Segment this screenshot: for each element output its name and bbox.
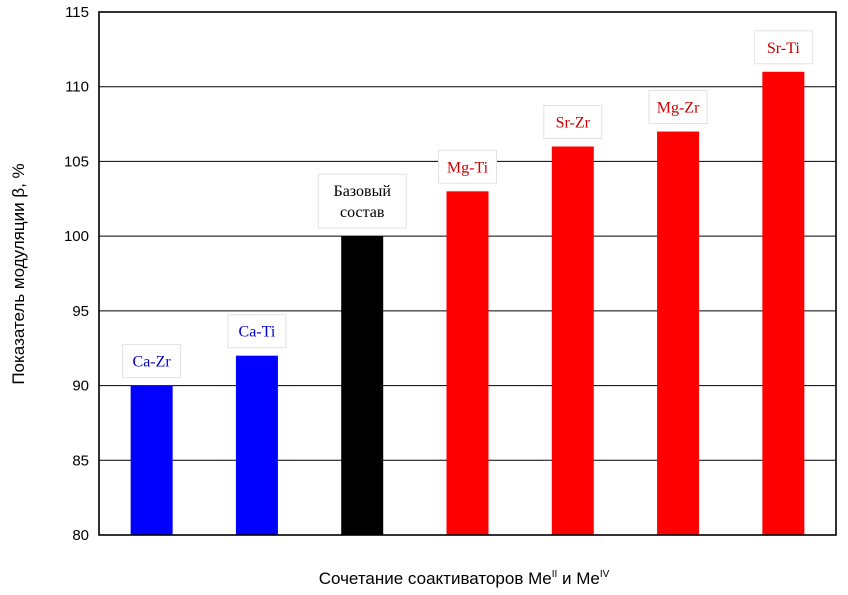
bar-0 <box>130 385 173 535</box>
y-axis-title: Показатель модуляции β, % <box>9 163 28 384</box>
plot-frame <box>98 11 837 536</box>
bar-label-box-2 <box>317 173 407 229</box>
y-tick-label-6: 110 <box>65 79 89 96</box>
bar-label-box-4 <box>543 104 603 139</box>
y-tick-label-2: 90 <box>72 378 89 395</box>
bar-label-2-0: Базовый <box>334 183 392 200</box>
bar-3 <box>446 191 489 536</box>
bar-label-box-3 <box>438 149 497 184</box>
bar-5 <box>657 131 700 536</box>
bar-label-box-0 <box>122 344 182 379</box>
bar-labels: Ca-Zr Ca-Ti Базовый состав Mg-Ti Sr-Zr Mg-Zr Sr… <box>122 30 813 379</box>
x-axis-title-sup-1: II <box>552 569 558 580</box>
bar-label-2-1: состав <box>340 204 385 221</box>
bar-2 <box>341 236 384 535</box>
bar-4 <box>551 146 594 535</box>
bar-label-4: Sr-Zr <box>556 114 591 131</box>
bar-label-6: Sr-Ti <box>767 40 800 57</box>
y-tick-label-3: 95 <box>72 303 89 320</box>
y-tick-label-0: 80 <box>72 527 89 544</box>
bar-label-1: Ca-Ti <box>239 324 276 341</box>
bar-label-box-1 <box>227 314 287 349</box>
y-tick-label-7: 115 <box>65 4 89 21</box>
bar-label-0: Ca-Zr <box>133 354 172 371</box>
bar-label-box-5 <box>648 90 708 125</box>
bar-label-5: Mg-Zr <box>657 100 700 117</box>
x-axis-title-main: Сочетание соактиваторов Me <box>319 569 552 588</box>
y-axis-ticks: 80 85 90 95 100 105 110 115 <box>64 4 89 544</box>
y-tick-label-4: 100 <box>64 228 89 245</box>
bars <box>130 71 805 536</box>
y-tick-label-1: 85 <box>72 452 89 469</box>
x-axis-title-sup-2: IV <box>600 569 610 580</box>
bar-6 <box>762 71 805 536</box>
x-axis-title: Сочетание соактиваторов MeII и MeIV <box>319 569 610 588</box>
x-axis-title-mid: и Me <box>557 569 600 588</box>
y-tick-label-5: 105 <box>64 153 89 170</box>
bar-label-3: Mg-Ti <box>447 159 489 176</box>
bar-label-box-6 <box>753 30 813 65</box>
bar-1 <box>235 355 278 535</box>
